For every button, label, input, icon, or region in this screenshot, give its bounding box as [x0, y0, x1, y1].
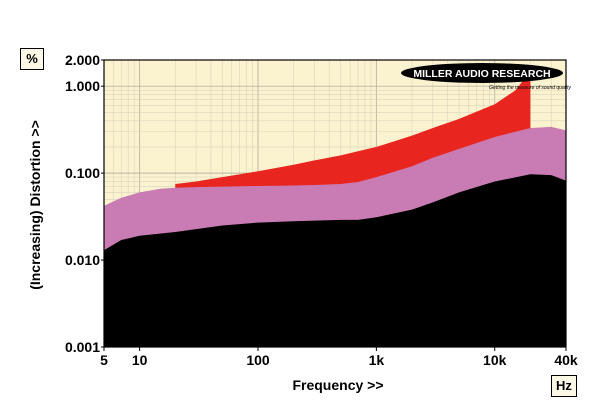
logo: MILLER AUDIO RESEARCH Getting the measur… [401, 63, 571, 91]
x-tick-label: 10 [132, 352, 148, 368]
series-layer [104, 70, 566, 348]
y-tick-label: 2.000 [65, 52, 100, 68]
logo-ellipse [401, 63, 563, 83]
tick-labels: 5 10 100 1k 10k 40k 2.000 1.000 0.100 0.010 0.001 [65, 52, 578, 368]
x-tick-label: 5 [100, 352, 108, 368]
x-unit-box: Hz [551, 375, 577, 397]
series-area-3 [104, 174, 566, 347]
y-tick-label: 0.100 [65, 165, 100, 181]
x-tick-label: 1k [369, 352, 385, 368]
y-axis-label: (Increasing) Distortion >> [27, 120, 43, 290]
x-tick-label: 40k [554, 352, 578, 368]
y-tick-label: 1.000 [65, 78, 100, 94]
y-tick-label: 0.001 [65, 339, 100, 355]
y-tick-label: 0.010 [65, 252, 100, 268]
x-tick-label: 10k [483, 352, 507, 368]
x-tick-label: 100 [246, 352, 270, 368]
x-axis-label: Frequency >> [292, 377, 383, 393]
plot-frame [103, 59, 567, 348]
logo-text: MILLER AUDIO RESEARCH [413, 68, 550, 80]
y-unit-box: % [20, 48, 44, 70]
logo-tagline: Getting the measure of sound quality [489, 85, 571, 91]
